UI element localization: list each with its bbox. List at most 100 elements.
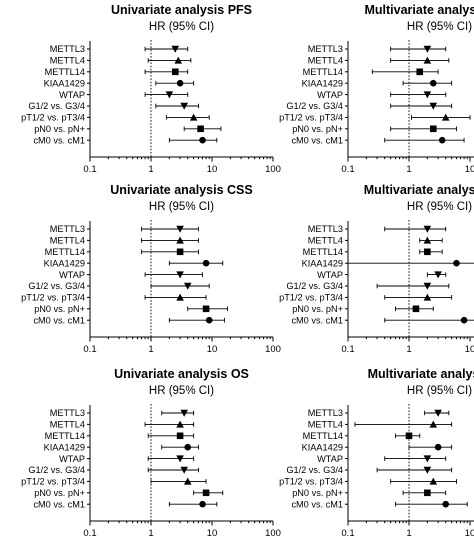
hr-marker [183,282,192,290]
row-label: pT1/2 vs. pT3/4 [279,477,343,487]
row-label: KIAA1429 [44,78,85,88]
hr-marker [423,91,432,99]
panel-title: Univariate analysis PFS [111,3,252,17]
panel-title: Multivariate analysis OS [368,367,474,381]
row-label: pT1/2 vs. pT3/4 [279,293,343,303]
hr-marker [174,56,183,64]
hr-marker [405,432,413,440]
row-label: G1/2 vs. G3/4 [286,281,343,291]
row-label: METTL3 [308,224,343,234]
row-label: cM0 vs. cM1 [33,315,85,325]
forest-panel-5: Univariate analysis OS HR (95% CI) METTL3 M… [21,367,281,539]
row-label: pN0 vs. pN+ [34,124,85,134]
hr-marker [423,455,432,463]
hr-marker [176,455,184,463]
hr-marker [202,489,210,497]
row-label: G1/2 vs. G3/4 [28,465,85,475]
row-label: WTAP [59,90,85,100]
hr-marker [176,248,184,256]
row-label: G1/2 vs. G3/4 [28,101,85,111]
panel-subtitle: HR (95% CI) [407,201,472,213]
panel-title: Multivariate analysis CSS [364,183,474,197]
hr-marker [429,477,438,485]
x-tick-label: 1 [406,164,411,175]
x-tick-label: 10 [207,164,218,175]
panel-subtitle: HR (95% CI) [149,21,214,33]
row-label: METTL4 [50,236,85,246]
x-tick-label: 1 [148,344,153,355]
row-label: METTL14 [303,431,343,441]
hr-marker [189,113,198,121]
hr-marker [453,259,460,267]
x-tick-label: 100 [265,344,281,355]
hr-marker [176,293,184,301]
panel-title: Univariate analysis OS [114,367,249,381]
hr-marker [423,293,432,301]
row-label: METTL3 [50,408,85,418]
x-tick-label: 0.1 [341,344,354,355]
hr-marker [434,443,442,451]
row-label: pN0 vs. pN+ [292,488,343,498]
row-label: pN0 vs. pN+ [34,488,85,498]
row-label: pN0 vs. pN+ [292,124,343,134]
hr-marker [429,79,437,87]
forest-panel-4: Multivariate analysis CSS HR (95% CI) METT… [279,183,474,355]
row-label: G1/2 vs. G3/4 [28,281,85,291]
hr-marker [176,432,184,440]
row-label: pT1/2 vs. pT3/4 [21,113,85,123]
x-tick-label: 1 [148,164,153,175]
x-tick-label: 0.1 [83,344,96,355]
x-tick-label: 0.1 [83,164,96,175]
row-label: cM0 vs. cM1 [33,135,85,145]
row-label: G1/2 vs. G3/4 [286,101,343,111]
row-label: METTL3 [308,44,343,54]
row-label: cM0 vs. cM1 [291,135,343,145]
hr-marker [171,68,179,76]
row-label: WTAP [59,454,85,464]
hr-marker [429,125,437,133]
x-tick-label: 10 [465,528,474,539]
hr-marker [423,282,432,290]
hr-marker [429,420,438,428]
x-tick-label: 10 [207,528,218,539]
forest-panel-1: Univariate analysis PFS HR (95% CI) METTL3… [21,3,281,175]
row-label: METTL4 [50,420,85,430]
x-tick-label: 0.1 [341,164,354,175]
hr-marker [434,409,442,417]
x-tick-label: 1 [406,528,411,539]
hr-marker [423,225,432,233]
row-label: METTL3 [50,224,85,234]
hr-marker [176,420,184,428]
row-label: pT1/2 vs. pT3/4 [279,113,343,123]
hr-marker [180,466,188,474]
row-label: METTL14 [45,67,85,77]
hr-marker [180,102,188,110]
row-label: KIAA1429 [302,78,343,88]
panel-subtitle: HR (95% CI) [149,201,214,213]
hr-marker [423,45,432,53]
x-tick-label: 10 [465,164,474,175]
row-label: WTAP [59,270,85,280]
row-label: METTL14 [303,247,343,257]
row-label: cM0 vs. cM1 [291,315,343,325]
hr-marker [171,45,180,53]
row-label: METTL3 [308,408,343,418]
hr-marker [412,305,420,313]
hr-marker [202,259,210,267]
row-label: KIAA1429 [44,442,85,452]
row-label: METTL14 [45,247,85,257]
hr-marker [423,56,432,64]
forest-panel-2: Multivariate analysis PFS HR (95% CI) METT… [279,3,474,175]
panel-subtitle: HR (95% CI) [407,21,472,33]
row-label: pN0 vs. pN+ [292,304,343,314]
hr-marker [438,136,446,144]
x-tick-label: 100 [265,164,281,175]
row-label: METTL3 [50,44,85,54]
x-tick-label: 10 [207,344,218,355]
hr-marker [416,68,424,76]
x-tick-label: 0.1 [341,528,354,539]
hr-marker [434,271,442,279]
row-label: METTL14 [45,431,85,441]
x-tick-label: 1 [148,528,153,539]
